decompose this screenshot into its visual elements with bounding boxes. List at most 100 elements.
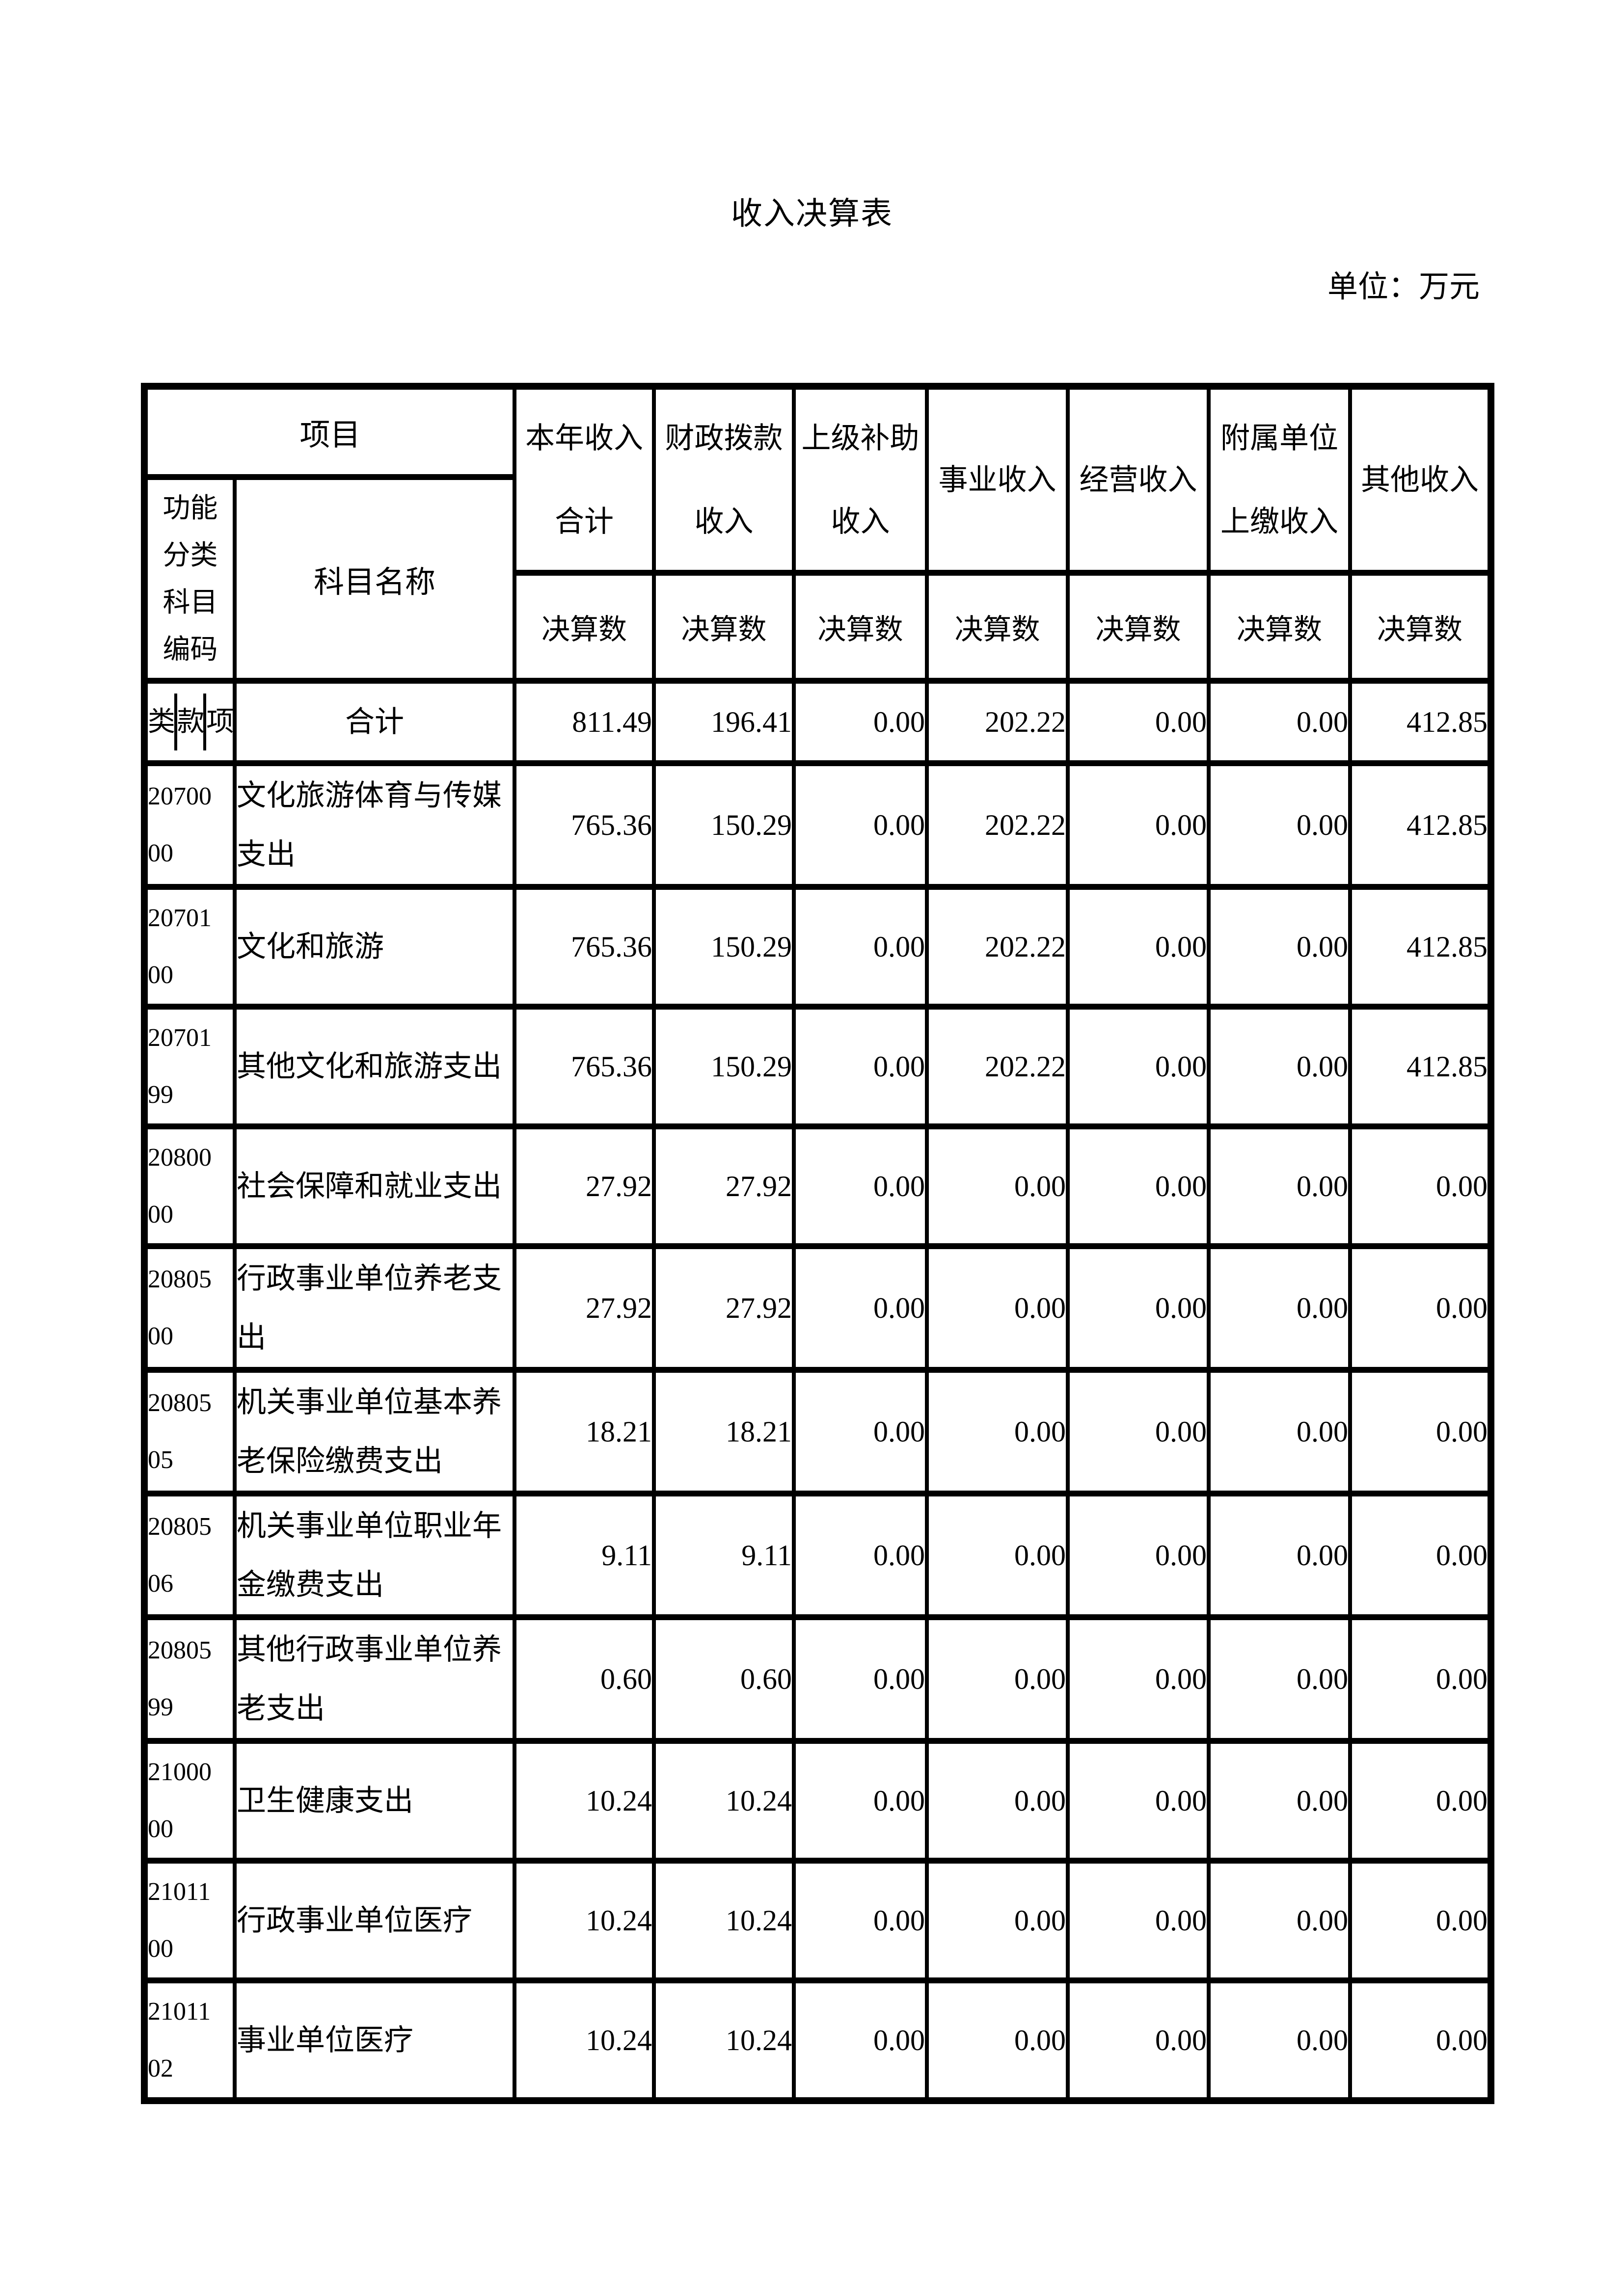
value-cell: 0.00 <box>1348 1367 1493 1496</box>
value-cell: 0.00 <box>1348 1858 1493 1983</box>
table-row: 21011 02 事业单位医疗 10.24 10.24 0.00 0.00 0.00 0.00… <box>142 1977 1493 2104</box>
value-cell: 0.00 <box>1066 1738 1211 1864</box>
value-cell: 27.92 <box>513 1123 656 1249</box>
function-code-cell: 21011 00 <box>142 1858 237 1983</box>
subject-name-cell: 其他文化和旅游支出 <box>232 1004 517 1129</box>
value-cell: 0.00 <box>1207 1123 1353 1249</box>
value-cell: 150.29 <box>652 760 796 890</box>
subject-name-header: 科目名称 <box>232 474 517 684</box>
value-cell: 0.00 <box>925 1123 1070 1249</box>
value-cell: 10.24 <box>652 1738 796 1864</box>
value-cell: 0.00 <box>1066 1243 1211 1373</box>
function-code-cell: 20805 00 <box>142 1243 237 1373</box>
settlement-header: 决算数 <box>925 570 1070 684</box>
settlement-header: 决算数 <box>652 570 796 684</box>
code-part-label: 类 <box>148 707 174 737</box>
settlement-header: 决算数 <box>1207 570 1353 684</box>
subject-name-cell: 卫生健康支出 <box>232 1738 517 1864</box>
table-row: 20805 00 行政事业单位养老支 出 27.92 27.92 0.00 0.00 0.0… <box>142 1243 1493 1373</box>
value-cell: 0.00 <box>792 1243 929 1373</box>
value-cell: 0.00 <box>925 1243 1070 1373</box>
value-cell: 0.00 <box>1066 1123 1211 1249</box>
table-row: 20701 00 文化和旅游 765.36 150.29 0.00 202.22 0.00 0… <box>142 884 1493 1010</box>
function-code-cell: 20805 06 <box>142 1491 237 1620</box>
column-header-superior-subsidy: 上级补助 收入 <box>792 383 929 576</box>
value-cell: 0.00 <box>1207 760 1353 890</box>
header-row-settlement: 决算数 决算数 决算数 决算数 决算数 决算数 决算数 <box>144 570 1493 684</box>
value-cell: 0.00 <box>792 1491 929 1620</box>
subject-name-cell: 其他行政事业单位养 老支出 <box>232 1614 517 1744</box>
value-cell: 0.00 <box>1066 884 1211 1010</box>
settlement-header: 决算数 <box>792 570 929 684</box>
function-code-cell: 类款项 <box>142 678 237 766</box>
value-cell: 10.24 <box>513 1977 656 2104</box>
header-row-code-subject: 功能 分类 科目 编码 科目名称 <box>142 474 1491 684</box>
value-cell: 10.24 <box>513 1738 656 1864</box>
value-cell: 0.00 <box>1348 1243 1493 1373</box>
value-cell: 811.49 <box>513 678 656 766</box>
table-row: 20805 99 其他行政事业单位养 老支出 0.60 0.60 0.00 0.00 0.0… <box>142 1614 1493 1744</box>
value-cell: 0.00 <box>1207 1367 1353 1496</box>
value-cell: 0.00 <box>792 1367 929 1496</box>
function-code-cell: 20805 99 <box>142 1614 237 1744</box>
value-cell: 0.00 <box>1207 1491 1353 1620</box>
value-cell: 0.60 <box>652 1614 796 1744</box>
value-cell: 0.00 <box>1207 884 1353 1010</box>
column-header-subsidiary-remitted: 附属单位 上缴收入 <box>1207 383 1353 576</box>
value-cell: 765.36 <box>513 760 656 890</box>
table-row: 20805 06 机关事业单位职业年 金缴费支出 9.11 9.11 0.00 0.00 0… <box>142 1491 1493 1620</box>
value-cell: 9.11 <box>652 1491 796 1620</box>
value-cell: 412.85 <box>1348 678 1493 766</box>
subject-name-cell: 合计 <box>232 678 517 766</box>
code-class-section-item-group: 类款项 <box>148 687 231 757</box>
value-cell: 0.00 <box>1066 1977 1211 2104</box>
value-cell: 0.00 <box>792 1738 929 1864</box>
value-cell: 10.24 <box>652 1977 796 2104</box>
settlement-header: 决算数 <box>1066 570 1211 684</box>
value-cell: 196.41 <box>652 678 796 766</box>
table-row: 21000 00 卫生健康支出 10.24 10.24 0.00 0.00 0.00 0.00… <box>142 1738 1493 1864</box>
value-cell: 0.00 <box>1348 1977 1493 2104</box>
value-cell: 202.22 <box>925 884 1070 1010</box>
value-cell: 27.92 <box>513 1243 656 1373</box>
value-cell: 0.00 <box>1348 1738 1493 1864</box>
subject-name-cell: 文化和旅游 <box>232 884 517 1010</box>
value-cell: 9.11 <box>513 1491 656 1620</box>
value-cell: 0.00 <box>792 1004 929 1129</box>
value-cell: 0.00 <box>1348 1491 1493 1620</box>
column-header-business-income: 事业收入 <box>925 383 1070 576</box>
value-cell: 0.00 <box>792 884 929 1010</box>
value-cell: 0.00 <box>1207 1858 1353 1983</box>
function-code-header: 功能 分类 科目 编码 <box>142 474 237 684</box>
value-cell: 202.22 <box>925 1004 1070 1129</box>
subject-name-cell: 行政事业单位医疗 <box>232 1858 517 1983</box>
value-cell: 27.92 <box>652 1243 796 1373</box>
function-code-cell: 20800 00 <box>142 1123 237 1249</box>
subject-name-cell: 社会保障和就业支出 <box>232 1123 517 1249</box>
value-cell: 0.00 <box>792 1977 929 2104</box>
value-cell: 150.29 <box>652 1004 796 1129</box>
project-header: 项目 <box>142 383 517 480</box>
subject-name-cell: 文化旅游体育与传媒 支出 <box>232 760 517 890</box>
value-cell: 0.00 <box>792 1614 929 1744</box>
table-row: 类款项合计 811.49 196.41 0.00 202.22 0.00 0.00 412.8… <box>142 678 1493 766</box>
value-cell: 0.00 <box>925 1367 1070 1496</box>
subject-name-cell: 机关事业单位基本养 老保险缴费支出 <box>232 1367 517 1496</box>
code-part-label: 款 <box>174 694 203 750</box>
function-code-cell: 20805 05 <box>142 1367 237 1496</box>
value-cell: 412.85 <box>1348 1004 1493 1129</box>
settlement-header: 决算数 <box>1348 570 1493 684</box>
value-cell: 0.00 <box>1207 1243 1353 1373</box>
function-code-cell: 20701 00 <box>142 884 237 1010</box>
value-cell: 0.00 <box>925 1614 1070 1744</box>
column-header-operating-income: 经营收入 <box>1066 383 1211 576</box>
subject-name-cell: 行政事业单位养老支 出 <box>232 1243 517 1373</box>
value-cell: 0.60 <box>513 1614 656 1744</box>
column-header-total-income: 本年收入 合计 <box>513 383 656 576</box>
table-row: 21011 00 行政事业单位医疗 10.24 10.24 0.00 0.00 0.00 0.… <box>142 1858 1493 1983</box>
function-code-cell: 20701 99 <box>142 1004 237 1129</box>
value-cell: 18.21 <box>513 1367 656 1496</box>
value-cell: 27.92 <box>652 1123 796 1249</box>
value-cell: 0.00 <box>1066 1004 1211 1129</box>
value-cell: 412.85 <box>1348 884 1493 1010</box>
